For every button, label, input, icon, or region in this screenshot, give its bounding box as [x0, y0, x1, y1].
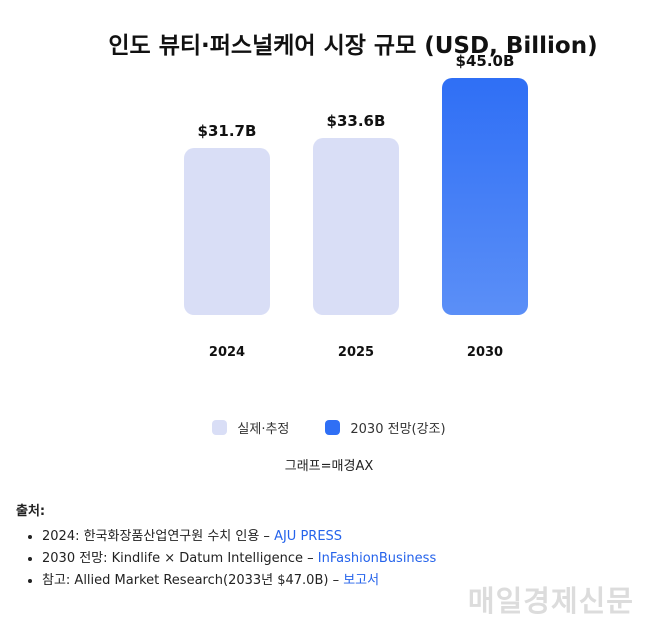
value-label-2030: $45.0B: [456, 52, 515, 70]
source-link-infashionbusiness[interactable]: InFashionBusiness: [317, 551, 437, 566]
legend-item-forecast[interactable]: 2030 전망(강조): [325, 418, 446, 437]
sources-list: 2024: 한국화장품산업연구원 수치 인용 – AJU PRESS 2030 …: [22, 527, 436, 593]
legend-swatch-actual: [212, 420, 228, 435]
x-tick-label-2025: 2025: [338, 345, 374, 360]
legend-label-forecast: 2030 전망(강조): [350, 422, 446, 437]
source-text: 2024: 한국화장품산업연구원 수치 인용 –: [42, 529, 275, 544]
source-item: 2030 전망: Kindlife × Datum Intelligence –…: [42, 549, 436, 568]
value-label-2024: $31.7B: [198, 122, 257, 140]
source-link-report[interactable]: 보고서: [343, 573, 380, 588]
bar-chart: $31.7B 2024 $33.6B 2025 $45.0B 2030: [184, 52, 528, 360]
chart-title: 인도 뷰티·퍼스널케어 시장 규모 (USD, Billion): [108, 33, 598, 59]
legend-item-actual[interactable]: 실제·추정: [212, 418, 289, 437]
value-label-2025: $33.6B: [327, 112, 386, 130]
graph-credit: 그래프=매경AX: [284, 459, 374, 474]
x-tick-label-2030: 2030: [467, 345, 503, 360]
bar-2030[interactable]: [442, 78, 528, 315]
legend-label-actual: 실제·추정: [237, 422, 290, 437]
bar-2024[interactable]: [184, 148, 270, 315]
sources-heading: 출처:: [16, 504, 46, 519]
source-item: 2024: 한국화장품산업연구원 수치 인용 – AJU PRESS: [42, 527, 436, 546]
source-text: 2030 전망: Kindlife × Datum Intelligence –: [42, 551, 318, 566]
watermark-logo: 매일경제신문: [467, 584, 634, 618]
legend-swatch-forecast: [325, 420, 341, 435]
source-text: 참고: Allied Market Research(2033년 $47.0B)…: [42, 573, 344, 588]
chart-legend: 실제·추정 2030 전망(강조): [0, 418, 658, 437]
bar-2025[interactable]: [313, 138, 399, 315]
x-tick-label-2024: 2024: [209, 345, 245, 360]
source-link-aju-press[interactable]: AJU PRESS: [274, 529, 343, 544]
source-item: 참고: Allied Market Research(2033년 $47.0B)…: [42, 571, 436, 590]
